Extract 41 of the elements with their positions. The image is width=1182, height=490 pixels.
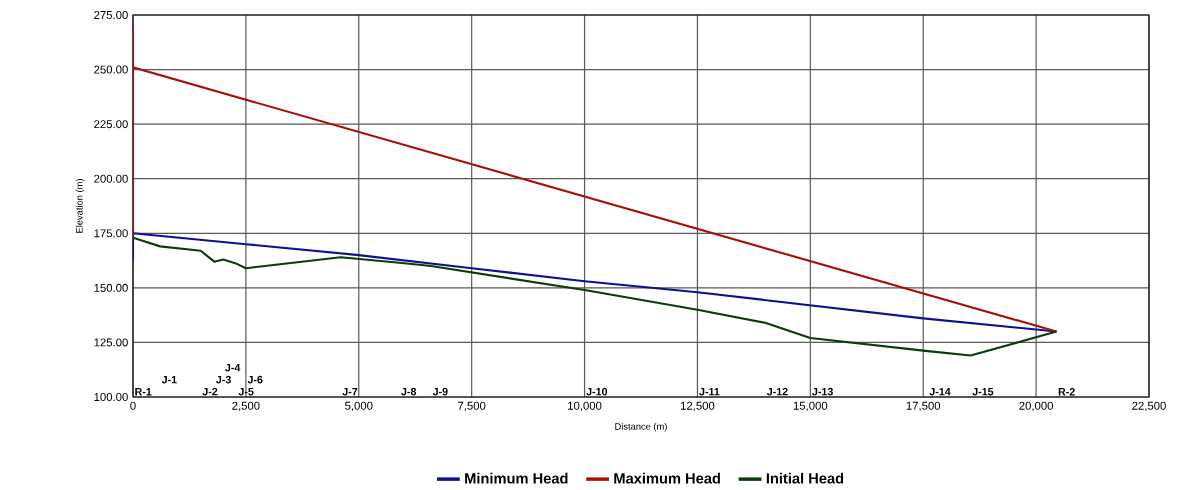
annotation: J-14 <box>929 387 951 396</box>
annotation: R-1 <box>135 388 152 396</box>
y-tick-label: 150.00 <box>94 283 128 292</box>
y-tick-label: 275.00 <box>94 11 128 19</box>
y-tick-label: 100.00 <box>94 393 128 402</box>
annotation: J-11 <box>699 387 720 396</box>
annotation: J-3 <box>216 375 231 384</box>
y-tick-label: 250.00 <box>94 65 128 74</box>
x-tick-label: 5,000 <box>345 401 373 412</box>
legend-label: Minimum Head <box>465 472 568 484</box>
annotation: J-5 <box>238 387 254 396</box>
y-tick-label: 200.00 <box>94 174 128 183</box>
annotation: J-10 <box>586 387 608 396</box>
x-tick-label: 7,500 <box>458 401 486 412</box>
annotation: J-9 <box>432 387 448 396</box>
x-tick-label: 17,500 <box>906 401 941 412</box>
annotation: J-4 <box>225 363 241 372</box>
annotation: J-7 <box>342 387 358 396</box>
x-tick-label: 22,500 <box>1132 401 1166 412</box>
x-tick-label: 15,000 <box>793 401 828 412</box>
annotation: J-15 <box>972 387 994 396</box>
y-axis-title: Elevation (m) <box>75 179 85 233</box>
x-tick-label: 12,500 <box>680 401 715 412</box>
x-tick-label: 20,000 <box>1019 401 1053 412</box>
line-series <box>133 236 1058 357</box>
annotation: J-12 <box>766 387 788 396</box>
annotation: J-8 <box>401 387 417 396</box>
x-tick-label: 2,500 <box>232 401 260 412</box>
legend-label: Initial Head <box>766 472 844 484</box>
x-tick-label: 10,000 <box>568 401 602 412</box>
x-axis-title: Distance (m) <box>615 422 667 432</box>
y-tick-label: 225.00 <box>94 120 128 129</box>
annotation: J-1 <box>161 375 177 384</box>
annotation: J-2 <box>202 387 218 396</box>
annotation: J-6 <box>247 375 263 384</box>
legend-label: Maximum Head <box>614 472 720 484</box>
annotation: J-13 <box>812 387 833 396</box>
x-tick-label: 0 <box>130 401 136 410</box>
y-tick-label: 125.00 <box>94 338 128 347</box>
y-tick-label: 175.00 <box>94 229 128 238</box>
annotation: R-2 <box>1058 387 1075 396</box>
